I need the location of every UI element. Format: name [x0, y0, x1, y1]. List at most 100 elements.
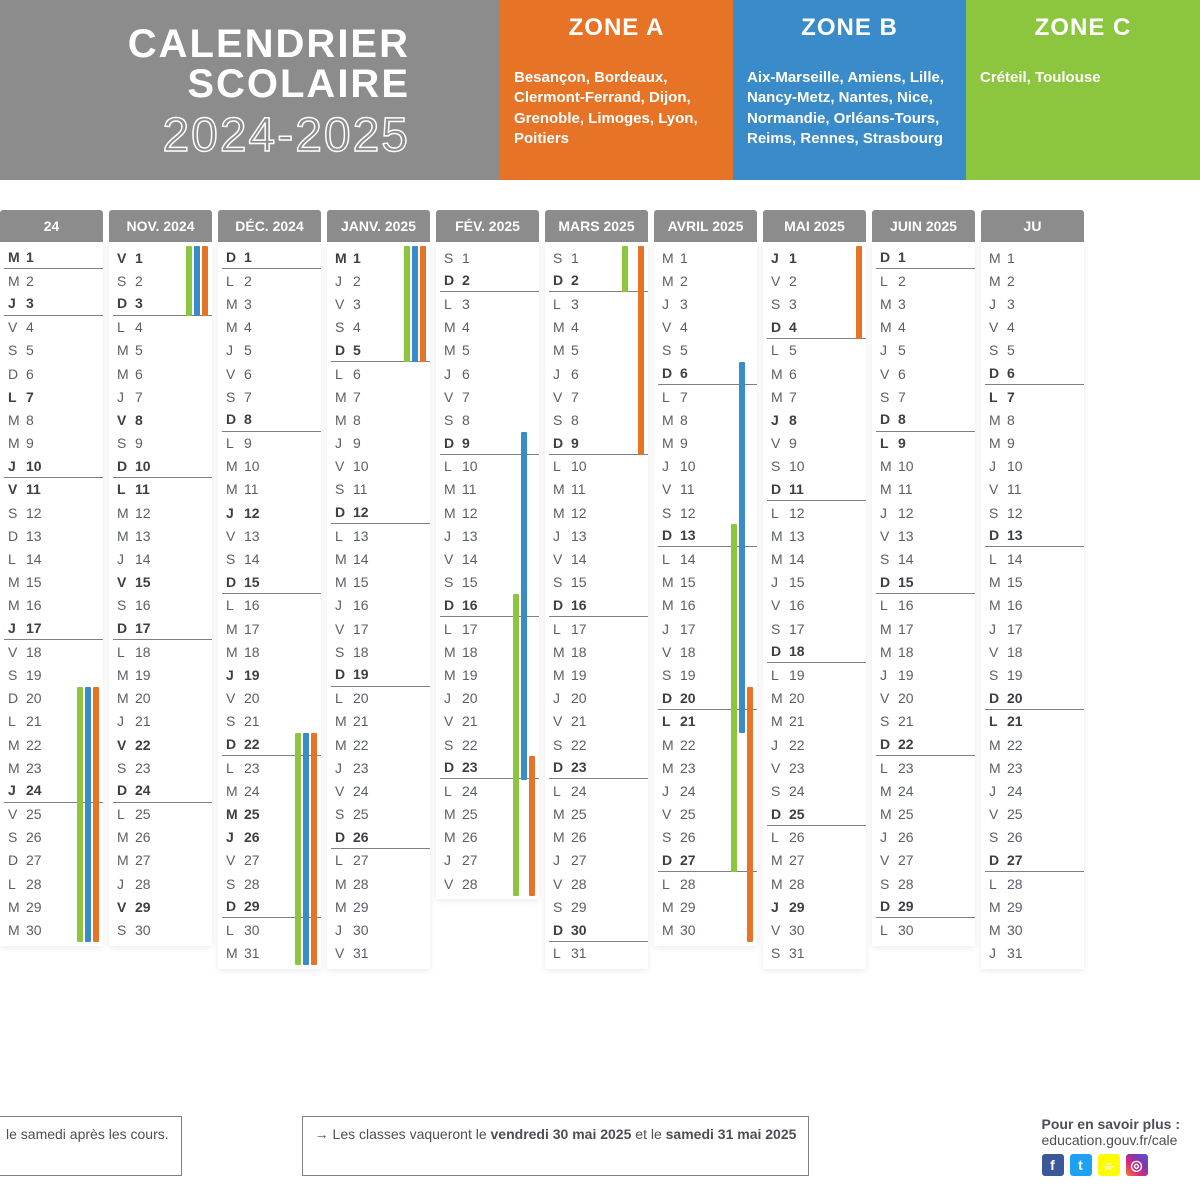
calendar-day: M10 — [876, 455, 975, 478]
calendar-day: D9 — [549, 432, 648, 455]
month-days: M1M2J3V4S5D6L7M8M9J10V11S12D13L14M15M16J… — [981, 242, 1084, 969]
twitter-icon[interactable]: t — [1070, 1154, 1092, 1176]
calendar-day: L30 — [876, 918, 975, 941]
calendar-day: L6 — [331, 362, 430, 385]
calendar-day: L5 — [767, 339, 866, 362]
instagram-icon[interactable]: ◎ — [1126, 1154, 1148, 1176]
vacation-bar-zone-c — [513, 594, 519, 896]
calendar-day: D24 — [113, 779, 212, 802]
calendar-day: M21 — [331, 710, 430, 733]
calendar-day: M3 — [222, 292, 321, 315]
calendar-day: V9 — [767, 432, 866, 455]
calendar-day: V14 — [549, 547, 648, 570]
calendar-day: V16 — [767, 594, 866, 617]
month-days: M1J2V3S4D5L6M7M8J9V10S11D12L13M14M15J16V… — [327, 242, 430, 969]
calendar-day: M1 — [658, 246, 757, 269]
calendar-day: L14 — [4, 547, 103, 570]
snapchat-icon[interactable]: ⌯ — [1098, 1154, 1120, 1176]
calendar-day: J12 — [876, 501, 975, 524]
vacation-bar-zone-b — [412, 246, 418, 362]
calendar-day: M14 — [767, 547, 866, 570]
month-days: V1S2D3L4M5M6J7V8S9D10L11M12M13J14V15S16D… — [109, 242, 212, 946]
calendar-day: V13 — [876, 524, 975, 547]
calendar-day: M27 — [113, 849, 212, 872]
calendar-day: V6 — [222, 362, 321, 385]
calendar-day: J20 — [549, 687, 648, 710]
calendar-day: S1 — [440, 246, 539, 269]
calendar-day: D16 — [549, 594, 648, 617]
calendar-day: J24 — [658, 779, 757, 802]
calendar-day: J1 — [767, 246, 866, 269]
calendar-day: V22 — [113, 733, 212, 756]
calendar-day: J22 — [767, 733, 866, 756]
vacation-bar-zone-a — [311, 733, 317, 965]
vacation-bar-zone-a — [856, 246, 862, 339]
calendar-day: S18 — [331, 640, 430, 663]
calendar-day: L10 — [549, 455, 648, 478]
calendar-day: J29 — [767, 895, 866, 918]
calendar-day: J14 — [113, 547, 212, 570]
calendar-day: J12 — [222, 501, 321, 524]
calendar-day: L7 — [4, 385, 103, 408]
calendar-day: M12 — [113, 501, 212, 524]
calendar-day: J8 — [767, 408, 866, 431]
calendar-day: M16 — [985, 594, 1084, 617]
calendar-day: L31 — [549, 942, 648, 965]
calendar-day: V20 — [876, 687, 975, 710]
calendar-day: S5 — [4, 339, 103, 362]
calendar-day: M20 — [767, 687, 866, 710]
calendar-day: D11 — [767, 478, 866, 501]
calendar-day: V30 — [767, 918, 866, 941]
calendar-day: D10 — [113, 455, 212, 478]
calendar-day: J17 — [985, 617, 1084, 640]
zone-a: ZONE A Besançon, Bordeaux, Clermont-Ferr… — [500, 0, 733, 180]
calendar-day: M26 — [440, 826, 539, 849]
calendar-day: M17 — [876, 617, 975, 640]
month-header: MARS 2025 — [545, 210, 648, 242]
calendar-day: M24 — [876, 779, 975, 802]
calendar-day: D27 — [658, 849, 757, 872]
calendar-day: V11 — [985, 478, 1084, 501]
calendar-day: D20 — [985, 687, 1084, 710]
calendar-day: M29 — [985, 895, 1084, 918]
calendar-day: M6 — [767, 362, 866, 385]
calendar-day: M27 — [767, 849, 866, 872]
footnote-2-pre: → Les classes vaqueront le — [315, 1126, 491, 1142]
calendar-day: D4 — [767, 316, 866, 339]
facebook-icon[interactable]: f — [1042, 1154, 1064, 1176]
calendar-day: V28 — [549, 872, 648, 895]
calendar-day: D18 — [767, 640, 866, 663]
calendar-day: M25 — [549, 803, 648, 826]
calendar-day: D27 — [985, 849, 1084, 872]
more-url[interactable]: education.gouv.fr/cale — [1042, 1132, 1180, 1148]
calendar-day: L14 — [985, 547, 1084, 570]
vacation-bar-zone-a — [529, 756, 535, 895]
calendar-day: S30 — [113, 918, 212, 941]
zone-c-label: ZONE C — [966, 0, 1200, 56]
month-days: D1L2M3M4J5V6S7D8L9M10M11J12V13S14D15L16M… — [872, 242, 975, 946]
calendar-day: V23 — [767, 756, 866, 779]
calendar-day: J5 — [222, 339, 321, 362]
calendar-day: V7 — [549, 385, 648, 408]
vacation-bar-zone-c — [404, 246, 410, 362]
calendar-day: L7 — [985, 385, 1084, 408]
calendar-day: M2 — [4, 269, 103, 292]
calendar-day: M15 — [985, 571, 1084, 594]
calendar-day: J16 — [331, 594, 430, 617]
calendar-day: D17 — [113, 617, 212, 640]
calendar-day: D8 — [222, 408, 321, 431]
calendar-day: J10 — [4, 455, 103, 478]
calendar-day: J13 — [549, 524, 648, 547]
month-header: JANV. 2025 — [327, 210, 430, 242]
calendar-day: V21 — [549, 710, 648, 733]
calendar-day: S25 — [331, 803, 430, 826]
calendar-day: M10 — [222, 455, 321, 478]
calendar-day: M19 — [113, 663, 212, 686]
calendar-day: L19 — [767, 663, 866, 686]
month-days: M1M2J3V4S5D6L7M8M9J10V11S12D13L14M15M16J… — [654, 242, 757, 946]
calendar-day: S14 — [222, 547, 321, 570]
calendar-day: M25 — [876, 803, 975, 826]
calendar-day: M18 — [549, 640, 648, 663]
month-days: J1V2S3D4L5M6M7J8V9S10D11L12M13M14J15V16S… — [763, 242, 866, 969]
month-header: NOV. 2024 — [109, 210, 212, 242]
